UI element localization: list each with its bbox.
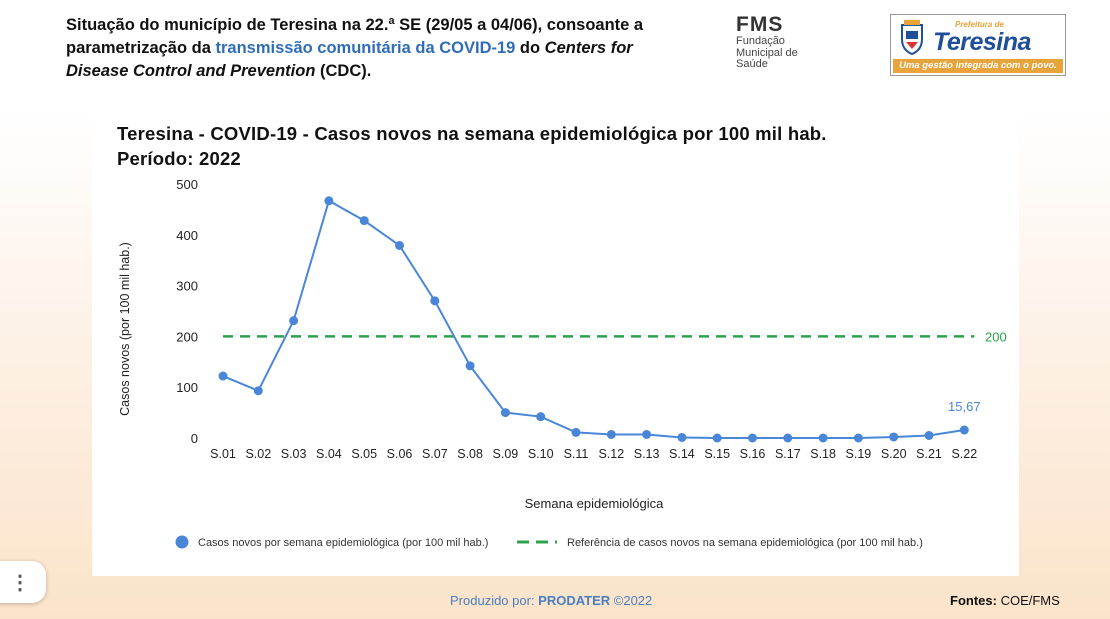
data-point (959, 425, 969, 435)
data-point (500, 408, 510, 418)
data-point (571, 427, 581, 437)
fms-logo-line-1: Fundação (736, 35, 785, 47)
legend-label-series: Casos novos por semana epidemiológica (p… (198, 537, 488, 549)
header-line-3-suffix: (CDC). (315, 62, 372, 80)
x-tick-label: S.08 (457, 447, 483, 461)
fms-logo-line-2: Municipal de (736, 46, 798, 59)
x-tick-label: S.19 (846, 447, 872, 461)
data-point (712, 433, 722, 443)
header-highlight: transmissão comunitária da COVID-19 (215, 39, 516, 57)
vertical-dots-icon: ⋮ (10, 571, 30, 594)
y-tick-label: 500 (176, 177, 198, 192)
data-point (818, 433, 828, 443)
x-tick-label: S.07 (422, 447, 448, 461)
data-point (465, 361, 475, 371)
x-tick-label: S.18 (810, 447, 836, 461)
x-tick-label: S.01 (210, 447, 236, 461)
chart-title-block: Teresina - COVID-19 - Casos novos na sem… (117, 121, 827, 171)
data-point (324, 196, 334, 206)
menu-button[interactable]: ⋮ (0, 561, 46, 603)
footer-sources-label: Fontes: (950, 593, 997, 608)
reference-line-label: 200 (985, 329, 1007, 344)
x-tick-label: S.06 (387, 447, 413, 461)
data-point (889, 432, 899, 442)
x-tick-label: S.16 (740, 447, 766, 461)
x-tick-label: S.03 (281, 447, 307, 461)
legend-marker-series (175, 535, 189, 549)
data-point (677, 432, 687, 442)
header-line-3-italic: Disease Control and Prevention (66, 62, 316, 80)
footer-produced-org: PRODATER (538, 593, 611, 608)
y-tick-label: 200 (176, 329, 198, 344)
footer-produced-by: Produzido por: PRODATER ©2022 (450, 593, 652, 608)
data-point (253, 386, 263, 396)
fms-logo-acronym: FMS (736, 13, 784, 36)
x-tick-label: S.12 (598, 447, 624, 461)
data-point (748, 433, 757, 443)
chart-panel (92, 108, 1019, 576)
x-tick-label: S.11 (564, 447, 589, 461)
prefeitura-logo-city: Teresina (933, 28, 1031, 56)
data-point (359, 216, 369, 226)
legend-label-reference: Referência de casos novos na semana epid… (567, 537, 923, 549)
x-tick-label: S.02 (245, 447, 271, 461)
x-tick-label: S.14 (669, 447, 695, 461)
y-axis-label: Casos novos (por 100 mil hab.) (118, 242, 132, 416)
fms-logo-line-3: Saúde (736, 58, 768, 70)
chart-title: Teresina - COVID-19 - Casos novos na sem… (117, 123, 827, 144)
x-tick-label: S.20 (881, 447, 907, 461)
header-line-2-italic: Centers for (544, 39, 633, 57)
footer-produced-prefix: Produzido por: (450, 593, 539, 608)
footer-produced-suffix: ©2022 (610, 593, 653, 608)
data-point (853, 433, 863, 443)
series-line (222, 199, 965, 439)
x-tick-label: S.10 (528, 447, 554, 461)
x-tick-label: S.22 (951, 447, 977, 461)
prefeitura-logo-slogan: Uma gestão integrada com o povo. (893, 59, 1063, 73)
x-tick-label: S.21 (916, 447, 942, 461)
data-point (924, 430, 934, 440)
y-tick-label: 0 (191, 431, 198, 446)
data-point (606, 429, 616, 439)
x-tick-label: S.17 (775, 447, 801, 461)
data-point (218, 371, 228, 381)
data-point (430, 296, 440, 306)
data-point (536, 412, 546, 422)
prefeitura-logo: Prefeitura de Teresina Uma gestão integr… (890, 14, 1066, 76)
header-line-2-suffix: do (515, 39, 545, 57)
x-tick-label: S.15 (704, 447, 730, 461)
y-tick-label: 300 (176, 279, 198, 294)
chart-subtitle: Período: 2022 (117, 148, 241, 169)
data-point (642, 429, 652, 439)
x-tick-label: S.04 (316, 447, 342, 461)
page-header-title: Situação do município de Teresina na 22.… (66, 14, 716, 83)
data-point (289, 316, 299, 326)
data-point (395, 240, 404, 250)
footer-sources: Fontes: COE/FMS (950, 593, 1060, 608)
footer-sources-value: COE/FMS (996, 593, 1060, 608)
city-crest-icon (901, 20, 923, 55)
data-point (783, 433, 793, 443)
x-tick-label: S.09 (493, 447, 519, 461)
fms-logo: FMS Fundação Municipal de Saúde (736, 14, 826, 71)
y-tick-label: 400 (176, 228, 198, 243)
header-line-2-prefix: parametrização da (66, 39, 216, 57)
x-axis-label: Semana epidemiológica (525, 496, 665, 511)
prefeitura-logo-small: Prefeitura de (955, 20, 1004, 29)
header-line-1: Situação do município de Teresina na 22.… (66, 16, 644, 34)
x-tick-label: S.13 (634, 447, 660, 461)
y-tick-label: 100 (176, 380, 198, 395)
x-tick-label: S.05 (351, 447, 377, 461)
last-value-label: 15,67 (948, 399, 981, 414)
